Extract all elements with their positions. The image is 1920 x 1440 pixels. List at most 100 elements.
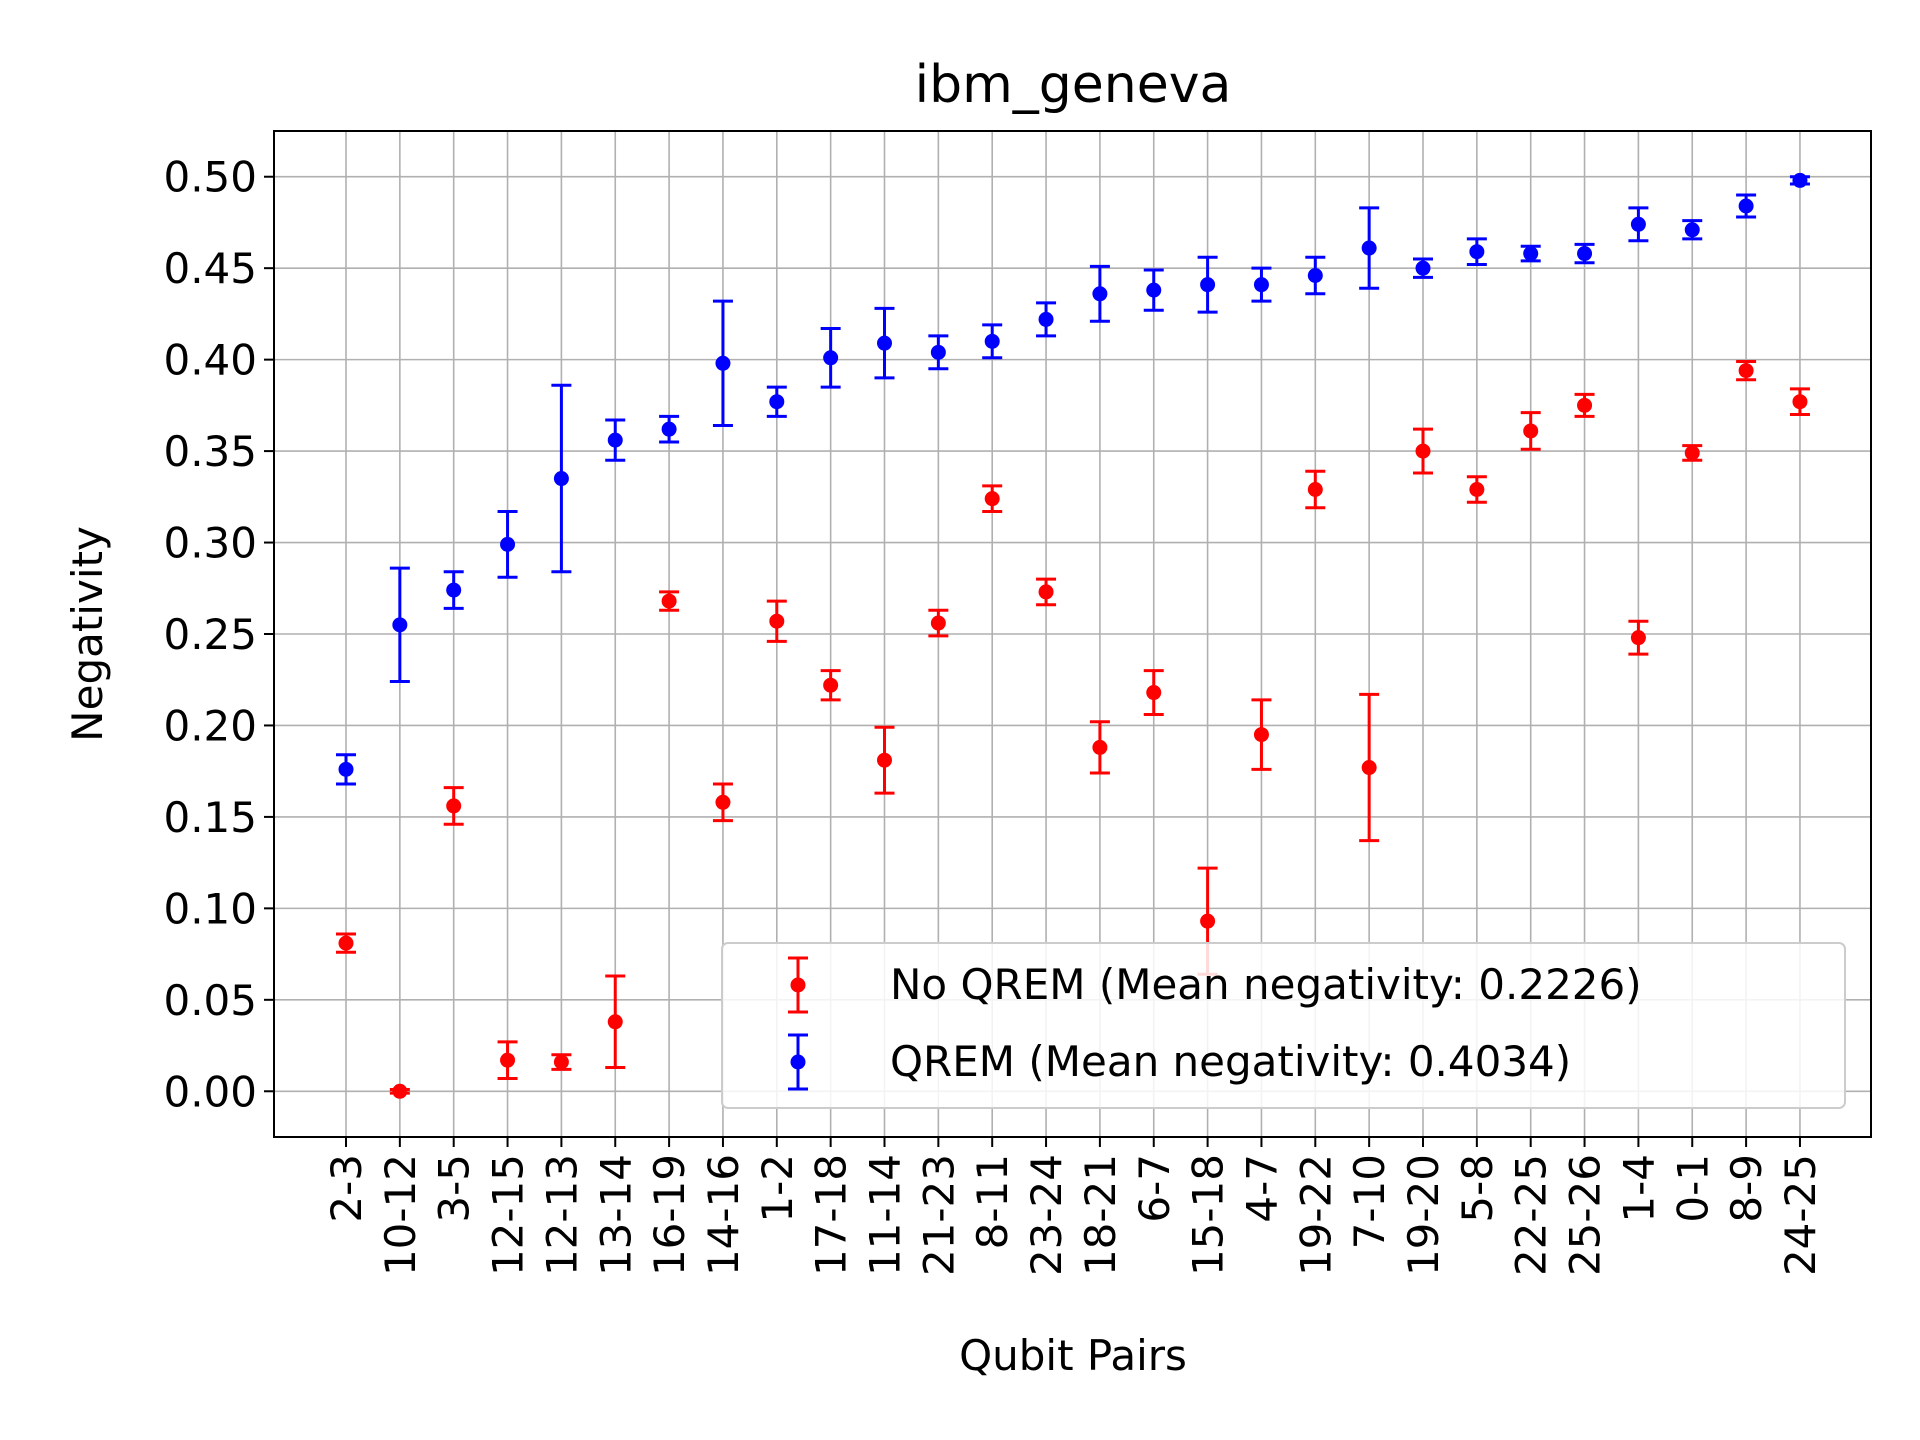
- x-tick-label: 0-1: [1668, 1154, 1717, 1223]
- data-point: [1146, 282, 1162, 298]
- x-tick-label: 22-25: [1507, 1154, 1556, 1276]
- data-point: [877, 752, 892, 768]
- x-tick-label: 2-3: [322, 1154, 371, 1223]
- x-tick-label: 13-14: [591, 1154, 640, 1276]
- data-point: [1577, 397, 1593, 413]
- x-tick-label: 4-7: [1237, 1154, 1286, 1223]
- data-point: [1038, 311, 1054, 327]
- chart-title: ibm_geneva: [915, 55, 1232, 115]
- y-tick-label: 0.15: [163, 793, 257, 842]
- x-tick-label: 21-23: [914, 1154, 963, 1276]
- x-tick-label: 3-5: [430, 1154, 479, 1223]
- data-point: [1307, 267, 1323, 283]
- data-point: [1146, 685, 1162, 701]
- y-tick-label: 0.00: [163, 1067, 257, 1116]
- x-tick-label: 19-20: [1399, 1154, 1448, 1276]
- data-point: [1630, 216, 1646, 232]
- data-point: [661, 593, 677, 609]
- data-point: [446, 582, 462, 598]
- y-tick-label: 0.25: [163, 610, 257, 659]
- data-point: [823, 350, 839, 366]
- y-tick-label: 0.20: [163, 701, 257, 750]
- data-point: [1523, 423, 1539, 439]
- y-tick-label: 0.30: [163, 519, 257, 568]
- data-point: [338, 935, 354, 951]
- y-tick-label: 0.05: [163, 976, 257, 1025]
- x-tick-label: 1-4: [1614, 1154, 1663, 1223]
- data-point: [500, 1052, 516, 1068]
- x-tick-label: 7-10: [1345, 1154, 1394, 1249]
- data-point: [607, 432, 623, 448]
- x-tick-label: 14-16: [699, 1154, 748, 1276]
- legend-label-qrem: QREM (Mean negativity: 0.4034): [890, 1037, 1571, 1086]
- x-tick-label: 17-18: [807, 1154, 856, 1276]
- data-point: [769, 613, 785, 629]
- data-point: [1630, 630, 1646, 646]
- legend: No QREM (Mean negativity: 0.2226) QREM (…: [721, 942, 1846, 1109]
- data-point: [715, 794, 731, 810]
- data-point: [984, 333, 1000, 349]
- data-point: [1200, 913, 1216, 929]
- y-tick-label: 0.35: [163, 427, 257, 476]
- x-tick-label: 6-7: [1130, 1154, 1179, 1223]
- x-tick-label: 12-13: [537, 1154, 586, 1276]
- y-axis-label: Negativity: [63, 526, 112, 742]
- x-tick-label: 5-8: [1453, 1154, 1502, 1223]
- data-point: [607, 1014, 623, 1030]
- x-tick-label: 10-12: [376, 1154, 425, 1276]
- y-tick-label: 0.10: [163, 884, 257, 933]
- y-axis-ticks: 0.00 0.05 0.10 0.15 0.20 0.25 0.30 0.35 0.40 0.45…: [163, 153, 274, 1116]
- y-tick-label: 0.45: [163, 244, 257, 293]
- series-1: [336, 172, 1810, 786]
- x-tick-label: 24-25: [1776, 1154, 1825, 1276]
- data-point: [715, 355, 731, 371]
- data-point: [1523, 246, 1539, 262]
- data-point: [930, 615, 946, 631]
- plot-frame: [273, 130, 1872, 1138]
- data-point: [1415, 443, 1431, 459]
- x-tick-label: 11-14: [861, 1154, 910, 1276]
- x-tick-label: 19-22: [1291, 1154, 1340, 1276]
- data-point: [1092, 286, 1108, 302]
- data-point: [1253, 727, 1269, 743]
- data-point: [1792, 172, 1808, 188]
- data-point: [446, 798, 462, 814]
- data-point: [1469, 244, 1485, 260]
- x-tick-label: 15-18: [1184, 1154, 1233, 1276]
- data-point: [1361, 240, 1377, 256]
- data-point: [1361, 760, 1377, 776]
- data-point: [392, 1083, 408, 1099]
- x-axis-label: Qubit Pairs: [959, 1331, 1187, 1380]
- y-tick-label: 0.40: [163, 336, 257, 385]
- x-axis-ticks: 2-3 10-12 3-5 12-15 12-13 13-14 16-19 14-16 1-2 1…: [322, 1137, 1825, 1276]
- x-tick-label: 18-21: [1076, 1154, 1125, 1276]
- data-point: [1092, 739, 1108, 755]
- data-point: [1738, 198, 1754, 214]
- data-point: [1307, 482, 1323, 498]
- data-point: [930, 344, 946, 360]
- data-point: [1415, 260, 1431, 276]
- data-point: [392, 617, 408, 633]
- data-point: [661, 421, 677, 437]
- data-point: [1200, 277, 1216, 293]
- data-point: [823, 677, 839, 693]
- data-point: [984, 491, 1000, 507]
- data-point: [1684, 222, 1700, 238]
- data-point: [1792, 394, 1808, 410]
- data-point: [553, 1054, 569, 1070]
- data-point: [553, 471, 569, 487]
- legend-box: [721, 942, 1846, 1109]
- legend-label-no-qrem: No QREM (Mean negativity: 0.2226): [890, 960, 1642, 1009]
- data-point: [1577, 246, 1593, 262]
- x-tick-label: 23-24: [1022, 1154, 1071, 1276]
- legend-marker-qrem: [788, 1033, 808, 1091]
- data-point: [1738, 363, 1754, 379]
- data-point: [877, 335, 892, 351]
- legend-marker-no-qrem: [788, 956, 808, 1014]
- data-point: [500, 536, 516, 552]
- x-tick-label: 16-19: [645, 1154, 694, 1276]
- data-point: [1253, 277, 1269, 293]
- data-point: [769, 394, 785, 410]
- x-tick-label: 12-15: [484, 1154, 533, 1276]
